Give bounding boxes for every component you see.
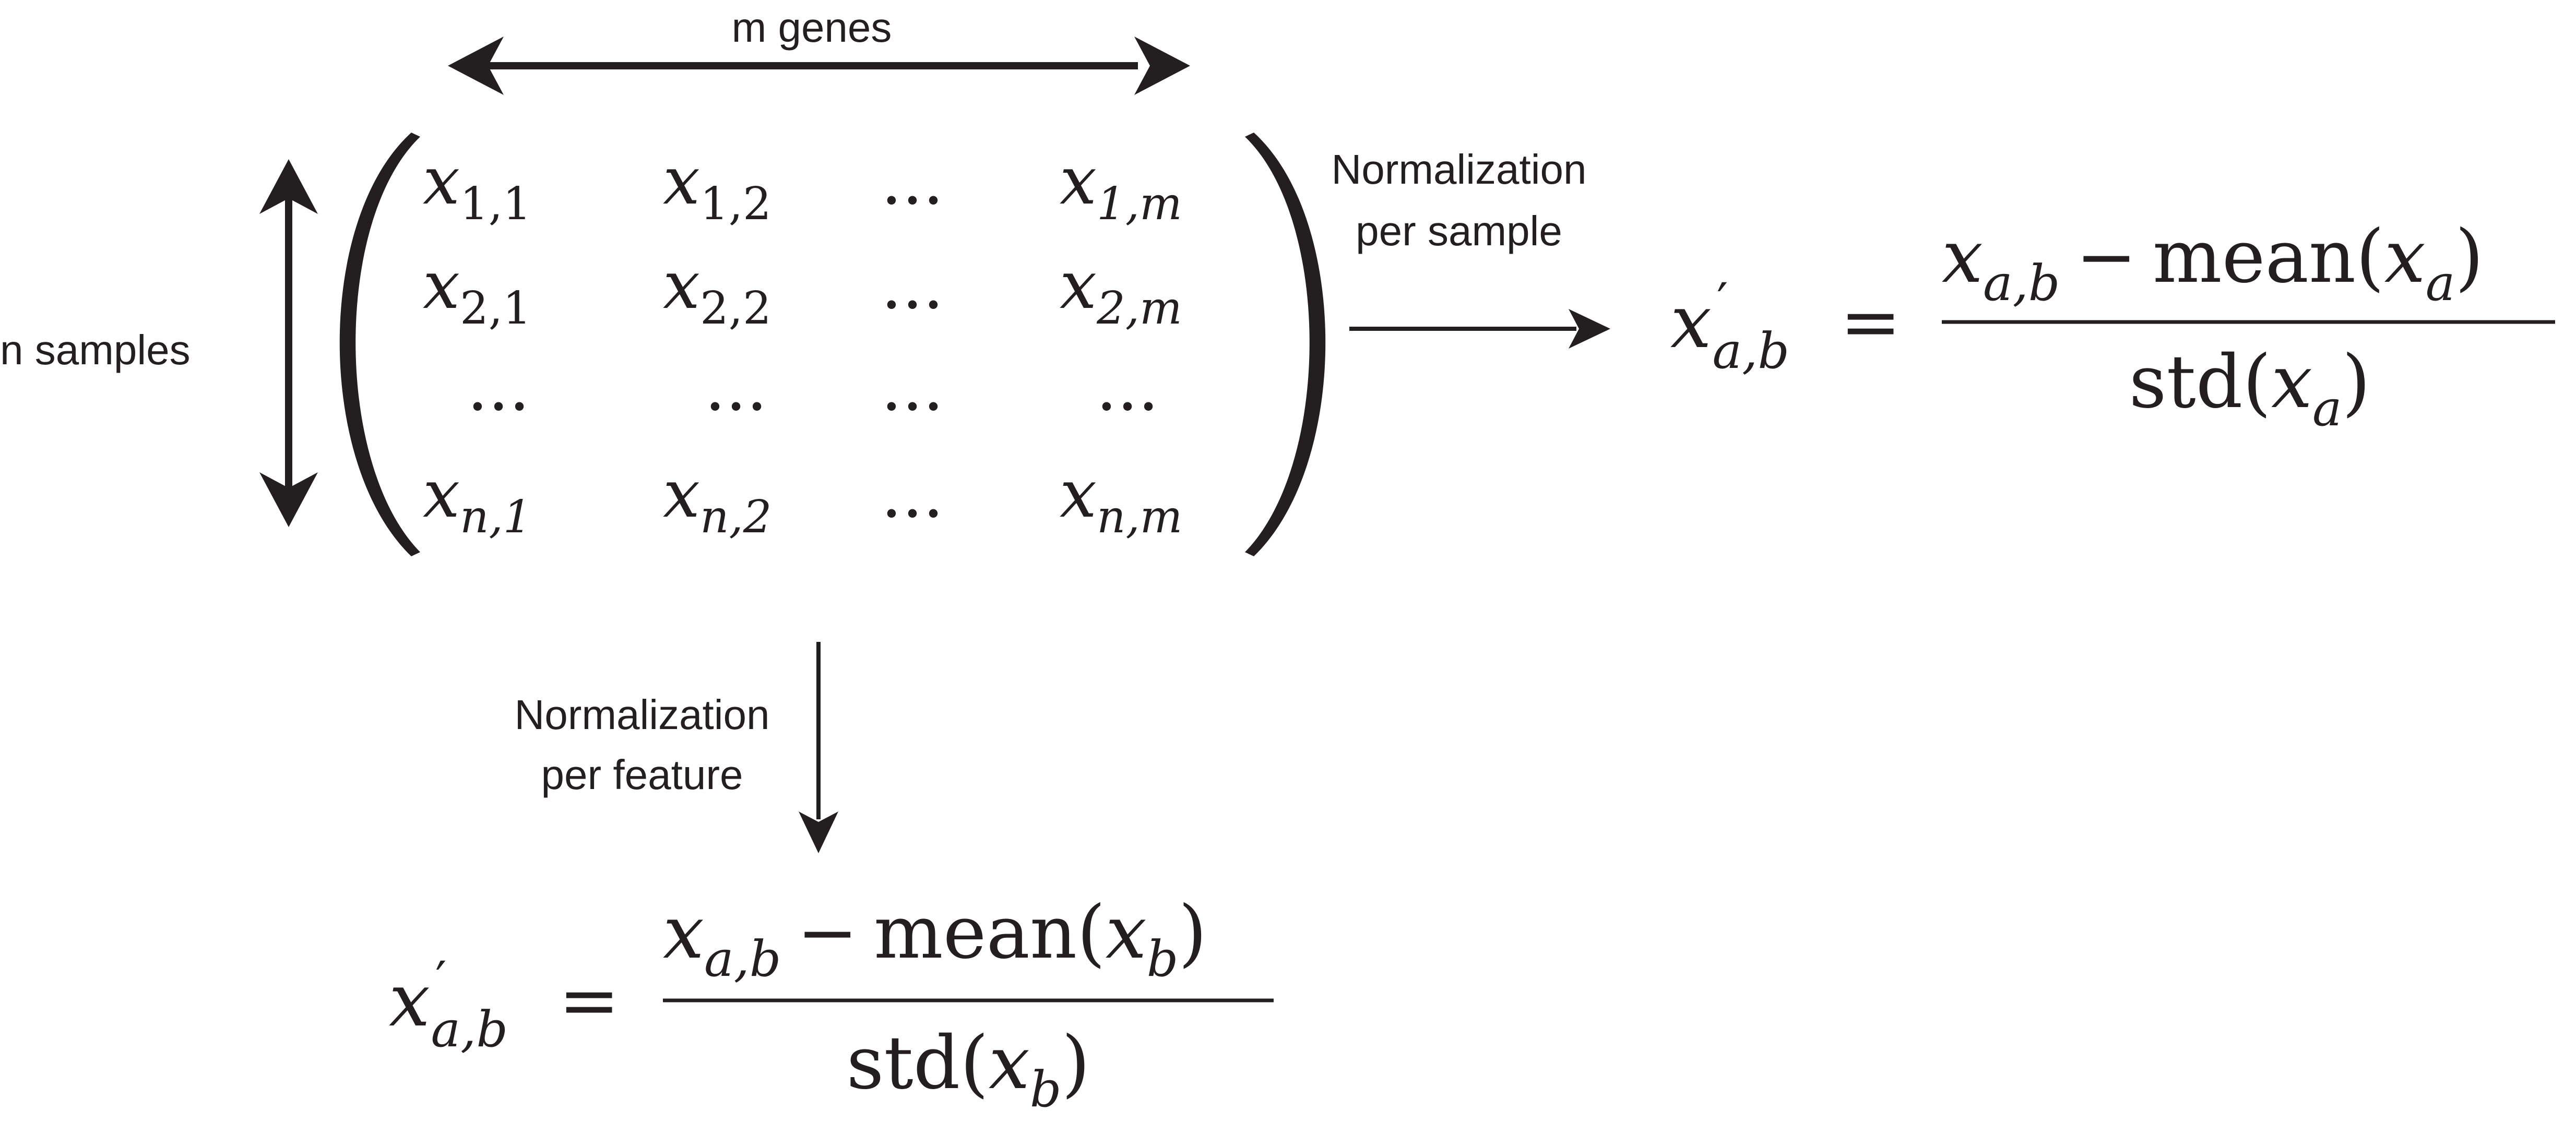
matrix-cell: ... xyxy=(1096,349,1159,425)
per-feature-formula-equals: = xyxy=(559,958,620,1043)
m-genes-label: m genes xyxy=(732,4,892,51)
per-feature-formula: x ′ a,b = xa,b − mean(xb) std(xb) xyxy=(389,890,1274,1118)
n-samples-arrow-top-head xyxy=(259,159,318,214)
matrix-cell: ... xyxy=(881,456,944,532)
matrix-cell: x2,1 xyxy=(423,247,531,335)
per-sample-label-line2: per sample xyxy=(1356,208,1562,254)
per-sample-formula-lhs: x ′ a,b xyxy=(1670,273,1789,380)
n-samples-label: n samples xyxy=(0,327,191,373)
matrix-cell: ... xyxy=(467,349,530,425)
per-feature-formula-numerator: xa,b − mean(xb) xyxy=(663,890,1207,988)
per-feature-label-line1: Normalization xyxy=(514,691,769,738)
n-samples-arrow-bottom-head xyxy=(259,472,318,527)
m-genes-arrow-left-head xyxy=(448,37,504,95)
per-sample-formula-equals: = xyxy=(1840,280,1901,365)
matrix-cell: x1,2 xyxy=(663,142,771,230)
matrix-cell: xn,m xyxy=(1060,456,1182,543)
matrix-row: x2,1 x2,2 ... x2,m xyxy=(423,247,1182,335)
matrix-row: xn,1 xn,2 ... xn,m xyxy=(423,456,1182,543)
matrix-cell: ... xyxy=(881,142,944,219)
per-feature-formula-denominator: std(xb) xyxy=(847,1021,1090,1118)
matrix-cell: x2,m xyxy=(1060,247,1182,335)
per-sample-formula-denominator: std(xa) xyxy=(2129,340,2371,437)
matrix-cell: xn,1 xyxy=(423,456,532,543)
matrix-cell: xn,2 xyxy=(663,456,772,543)
per-feature-label-line2: per feature xyxy=(541,751,743,798)
m-genes-arrow xyxy=(448,37,1190,95)
matrix-cell: x2,2 xyxy=(663,247,771,335)
matrix-cell: ... xyxy=(881,349,944,425)
matrix-cell: x1,1 xyxy=(423,142,531,230)
n-samples-arrow xyxy=(259,159,318,527)
matrix-right-paren xyxy=(1245,133,1326,556)
matrix-row: ... ... ... ... xyxy=(467,349,1159,425)
matrix-cell: ... xyxy=(881,247,944,324)
per-sample-arrow xyxy=(1349,309,1610,349)
m-genes-arrow-right-head xyxy=(1134,37,1190,95)
per-sample-label-line1: Normalization xyxy=(1331,146,1586,193)
per-feature-arrow-head xyxy=(799,811,838,853)
matrix-cell: ... xyxy=(705,349,767,425)
matrix-cell: x1,m xyxy=(1060,142,1182,230)
matrix-left-paren xyxy=(339,133,420,556)
per-sample-formula-numerator: xa,b − mean(xa) xyxy=(1942,214,2484,312)
per-sample-arrow-head xyxy=(1569,309,1610,349)
per-feature-formula-lhs: x ′ a,b xyxy=(389,951,508,1058)
matrix-row: x1,1 x1,2 ... x1,m xyxy=(423,142,1182,230)
per-feature-arrow xyxy=(799,642,838,853)
per-sample-formula: x ′ a,b = xa,b − mean(xa) std(xa) xyxy=(1670,214,2555,437)
